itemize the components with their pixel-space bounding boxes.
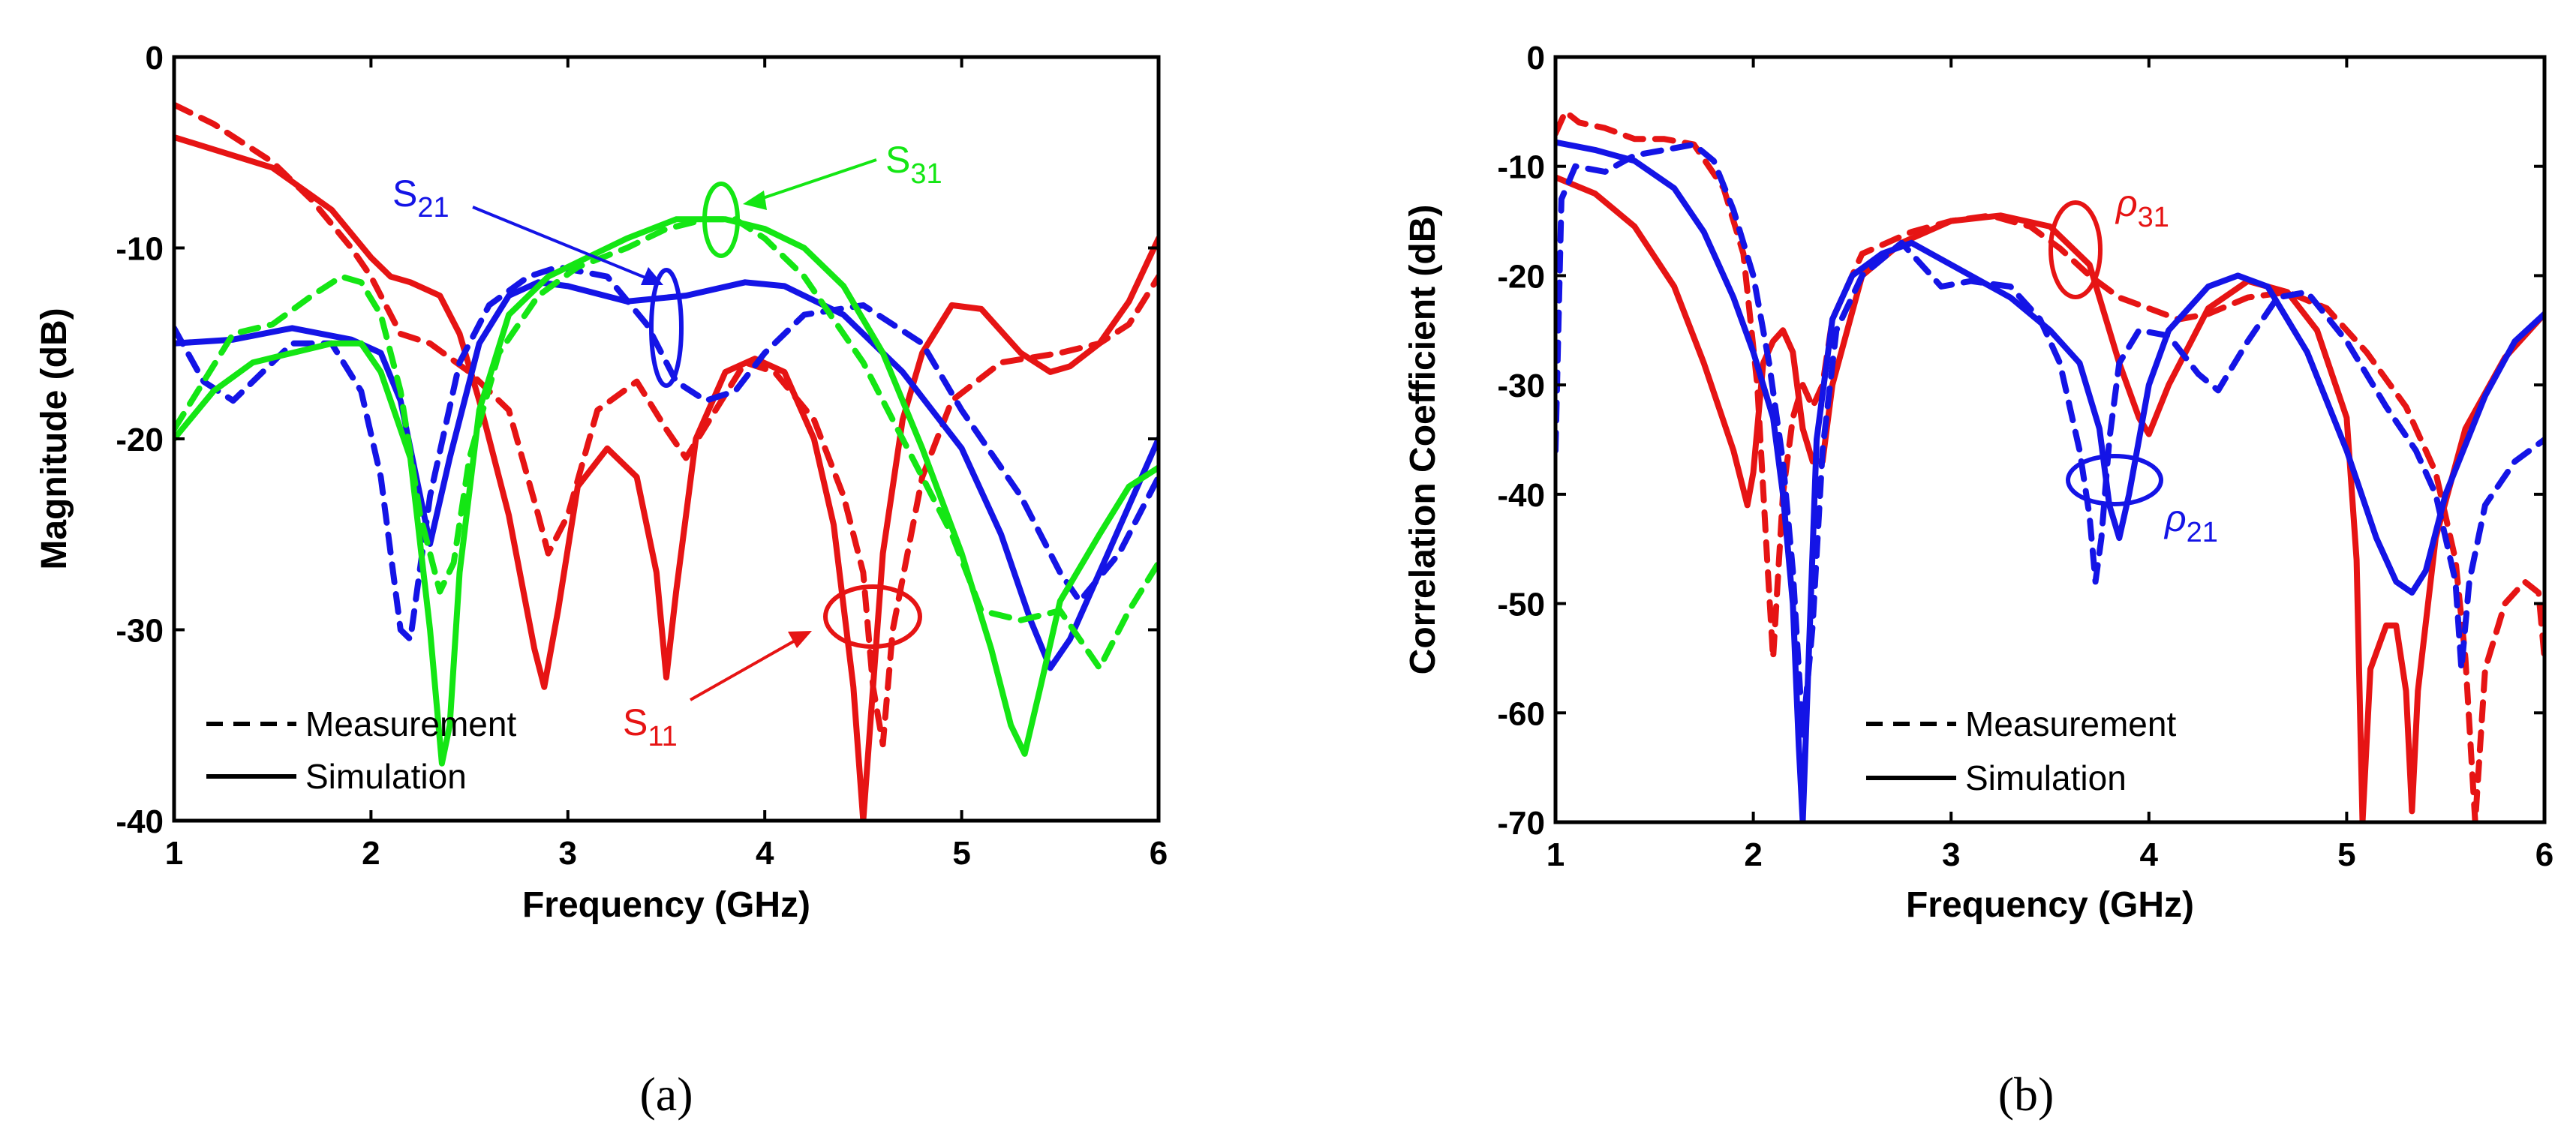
chart-b-annotation-rho31: ρ31 xyxy=(2048,182,2169,299)
chart-a-y-tick-label: -40 xyxy=(116,803,164,840)
chart-a-annotation-s11: S11 xyxy=(623,584,922,752)
chart-b-y-tick-label: -60 xyxy=(1497,695,1545,732)
chart-b-series-group xyxy=(1556,108,2544,822)
chart-b-y-tick-label: -40 xyxy=(1497,477,1545,514)
chart-b-y-axis-label: Correlation Coefficient (dB) xyxy=(1403,205,1443,675)
chart-a-annotation-s11-arrow xyxy=(690,635,804,701)
chart-a-annotation-s31-arrowhead xyxy=(743,191,767,210)
svg-text:ρ21: ρ21 xyxy=(2163,497,2218,548)
chart-b-annotation-rho31-sub: 31 xyxy=(2138,202,2169,233)
chart-a-annotation-s21-sub: 21 xyxy=(417,192,449,224)
chart-b-ticks: 1 2 3 4 5 6 0 -10 -20 -30 -40 -50 -60 -70 xyxy=(1497,40,2553,873)
chart-a-y-tick-label: 0 xyxy=(146,40,164,77)
chart-a-x-axis-label: Frequency (GHz) xyxy=(522,885,810,925)
chart-b-x-tick-label: 2 xyxy=(1744,836,1762,873)
chart-a-annotation-s21-base: S xyxy=(392,173,417,215)
chart-a-annotation-s31: S31 xyxy=(702,139,942,258)
chart-a-y-axis-label: Magnitude (dB) xyxy=(35,308,74,569)
chart-a-y-tick-label: -30 xyxy=(116,613,164,650)
chart-a-series-s21-measurement xyxy=(174,264,1159,643)
chart-b-plot-frame xyxy=(1553,55,2547,824)
chart-a-annotation-s31-ellipse xyxy=(702,182,740,258)
chart-b-series--21-simulation xyxy=(1556,139,2544,822)
chart-a-x-tick-label: 4 xyxy=(756,835,774,872)
chart-a-annotation-s31-arrow xyxy=(753,158,877,203)
chart-b-caption: (b) xyxy=(1998,1067,2054,1121)
chart-a-series-group xyxy=(174,101,1159,821)
chart-b-x-tick-label: 4 xyxy=(2140,836,2159,873)
svg-text:S11: S11 xyxy=(623,701,678,752)
chart-b-y-tick-label: -10 xyxy=(1497,149,1545,186)
chart-a-annotation-s31-base: S xyxy=(885,139,910,181)
chart-a-series-s31-measurement xyxy=(174,216,1159,671)
svg-text:ρ31: ρ31 xyxy=(2115,182,2169,233)
svg-text:S31: S31 xyxy=(885,139,942,190)
chart-a-x-tick-label: 1 xyxy=(165,835,183,872)
chart-b-annotation-rho21: ρ21 xyxy=(2066,454,2218,548)
chart-a-ticks: 1 2 3 4 5 6 0 -10 -20 -30 -40 xyxy=(116,40,1168,872)
chart-a-y-tick-label: -20 xyxy=(116,422,164,458)
chart-b-series--21-measurement xyxy=(1556,141,2544,738)
svg-text:S21: S21 xyxy=(392,173,449,224)
chart-b-legend-simulation-label: Simulation xyxy=(1965,758,2127,797)
chart-a-annotation-s21: S21 xyxy=(392,173,684,388)
chart-a-annotation-s11-base: S xyxy=(623,701,648,743)
chart-b-y-tick-label: 0 xyxy=(1527,40,1545,77)
chart-a-annotation-s11-sub: 11 xyxy=(648,721,677,752)
chart-b-series--31-simulation xyxy=(1556,174,2544,822)
chart-a-x-tick-label: 2 xyxy=(362,835,380,872)
chart-b-annotation-rho31-ellipse xyxy=(2048,200,2103,299)
chart-b-legend-measurement-label: Measurement xyxy=(1965,704,2176,743)
chart-a-annotation-s11-arrowhead xyxy=(788,631,812,648)
chart-a-series-s31-simulation xyxy=(174,216,1159,767)
chart-b-x-tick-label: 5 xyxy=(2337,836,2355,873)
chart-a-caption: (a) xyxy=(639,1067,693,1121)
chart-a-x-tick-label: 3 xyxy=(559,835,577,872)
chart-a-series-s11-simulation xyxy=(174,134,1159,821)
chart-a-legend-simulation-label: Simulation xyxy=(305,757,467,796)
chart-b-annotation-rho21-base: ρ xyxy=(2163,497,2187,539)
chart-b-x-tick-label: 1 xyxy=(1547,836,1565,873)
chart-a-x-tick-label: 6 xyxy=(1150,835,1168,872)
chart-b: 1 2 3 4 5 6 0 -10 -20 -30 -40 -50 -60 -70 Frequency (… xyxy=(1403,40,2553,1121)
chart-b-annotation-rho21-sub: 21 xyxy=(2187,517,2218,548)
chart-a-annotation-s21-ellipse xyxy=(649,268,684,388)
chart-b-legend: Measurement Simulation xyxy=(1866,704,2176,797)
chart-b-y-tick-label: -30 xyxy=(1497,368,1545,404)
chart-b-y-tick-label: -70 xyxy=(1497,805,1545,842)
chart-b-y-tick-label: -50 xyxy=(1497,587,1545,623)
chart-a-x-tick-label: 5 xyxy=(952,835,970,872)
chart-b-annotation-rho31-base: ρ xyxy=(2115,182,2138,224)
chart-a-annotation-s11-ellipse xyxy=(823,584,922,649)
chart-b-x-tick-label: 3 xyxy=(1942,836,1960,873)
chart-b-annotation-rho21-ellipse xyxy=(2066,454,2163,506)
chart-a-annotation-s31-sub: 31 xyxy=(910,158,942,190)
chart-b-y-tick-label: -20 xyxy=(1497,258,1545,295)
chart-a-legend: Measurement Simulation xyxy=(206,704,516,796)
chart-b-x-axis-label: Frequency (GHz) xyxy=(1906,885,2194,925)
chart-a-y-tick-label: -10 xyxy=(116,231,164,268)
chart-a: 1 2 3 4 5 6 0 -10 -20 -30 -40 Frequency (GHz) Magn… xyxy=(35,40,1168,1121)
chart-a-legend-measurement-label: Measurement xyxy=(305,704,516,743)
chart-b-x-tick-label: 6 xyxy=(2535,836,2553,873)
chart-a-annotation-s21-arrow xyxy=(472,206,655,283)
